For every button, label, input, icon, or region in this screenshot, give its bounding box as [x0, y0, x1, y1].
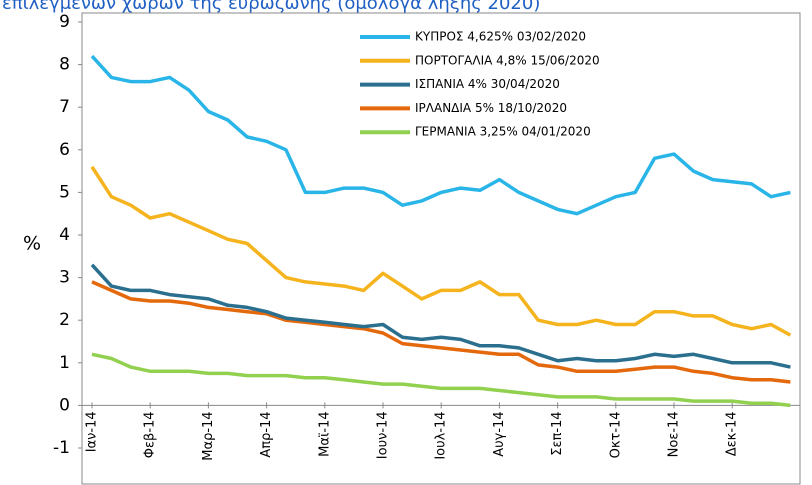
x-tick-label: Σεπ-14 [550, 411, 565, 455]
legend-label: ΚΥΠΡΟΣ 4,625% 03/02/2020 [415, 30, 586, 44]
y-tick-label: 1 [59, 353, 70, 373]
series-line [90, 54, 791, 216]
y-tick-label: 9 [59, 12, 70, 32]
x-tick-label: Αυγ-14 [492, 411, 507, 456]
y-tick-label: 6 [59, 140, 70, 160]
y-tick-label: 3 [59, 268, 70, 288]
legend-label: ΠΟΡΤΟΓΑΛΙΑ 4,8% 15/06/2020 [415, 53, 600, 67]
series-line [90, 263, 791, 369]
x-tick-label: Ιαν-14 [85, 411, 100, 452]
legend-label: ΙΡΛΑΝΔΙΑ 5% 18/10/2020 [415, 101, 567, 115]
x-tick-label: Ιουλ-14 [434, 411, 449, 459]
x-tick-label: Ιουν-14 [376, 411, 391, 459]
plot-frame [81, 12, 801, 485]
x-tick-label: Μαρ-14 [201, 411, 216, 460]
series-line [90, 165, 792, 337]
legend-label: ΙΣΠΑΝΙΑ 4% 30/04/2020 [415, 77, 560, 91]
y-tick-label: -1 [53, 438, 70, 458]
x-tick-label: Δεκ-14 [725, 411, 740, 456]
x-tick-label: Απρ-14 [259, 411, 274, 457]
series-line [91, 352, 791, 408]
y-tick-label: 8 [59, 55, 70, 75]
x-tick-label: Μαϊ-14 [317, 411, 332, 456]
y-tick-label: 4 [59, 225, 70, 245]
legend-label: ΓΕΡΜΑΝΙΑ 3,25% 04/01/2020 [415, 125, 591, 139]
x-tick-label: Οκτ-14 [608, 411, 623, 458]
y-tick-label: 0 [59, 395, 70, 415]
x-tick-label: Νοε-14 [667, 411, 682, 457]
y-tick-label: 5 [59, 182, 70, 202]
series-line [91, 280, 791, 384]
y-tick-label: 7 [59, 97, 70, 117]
y-tick-label: 2 [59, 310, 70, 330]
chart-title: επιλεγμένων χωρών της ευρωζώνης (ομόλογα… [2, 0, 540, 14]
y-axis-label: % [23, 233, 41, 255]
x-tick-label: Φεβ-14 [143, 411, 158, 458]
